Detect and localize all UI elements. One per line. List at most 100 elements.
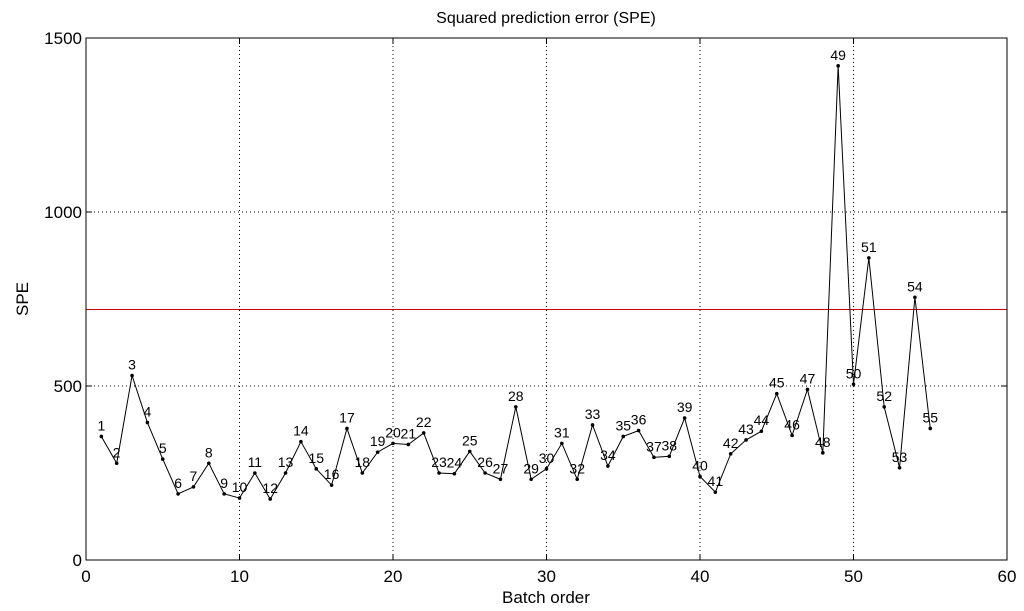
x-tick-label: 30	[537, 567, 556, 586]
point-label: 44	[754, 412, 770, 428]
data-point	[851, 382, 856, 387]
data-point	[452, 471, 457, 476]
spe-series	[99, 64, 933, 501]
point-label: 18	[355, 454, 371, 470]
y-tick-label: 1500	[44, 29, 82, 48]
data-point	[728, 452, 733, 456]
chart-title: Squared prediction error (SPE)	[436, 10, 656, 27]
data-point	[790, 433, 794, 438]
data-point	[928, 426, 933, 431]
point-label: 25	[462, 432, 478, 448]
data-point	[99, 434, 104, 439]
data-point	[191, 485, 196, 489]
point-label: 45	[769, 375, 785, 391]
y-tick-label: 0	[73, 551, 82, 570]
data-point	[268, 497, 273, 501]
point-label: 22	[416, 414, 432, 430]
x-tick-label: 40	[691, 567, 710, 586]
point-label: 28	[508, 388, 524, 404]
data-point	[590, 423, 595, 427]
data-point	[329, 483, 334, 487]
data-point	[176, 492, 180, 496]
data-point	[237, 496, 242, 500]
point-label: 55	[922, 409, 938, 425]
data-point	[867, 256, 871, 260]
point-label: 52	[876, 388, 892, 404]
point-label: 51	[861, 239, 877, 255]
data-point	[529, 477, 533, 482]
data-point	[406, 442, 411, 447]
data-point	[774, 391, 779, 396]
point-label: 40	[692, 457, 708, 473]
data-point	[467, 449, 472, 454]
point-label: 34	[600, 447, 616, 463]
data-point	[544, 467, 549, 471]
data-point	[744, 438, 748, 442]
data-point	[759, 429, 764, 434]
point-label: 4	[144, 404, 152, 420]
data-point	[345, 426, 349, 431]
x-tick-label: 60	[998, 567, 1017, 586]
point-label: 5	[159, 440, 167, 456]
x-axis-label: Batch order	[502, 588, 590, 607]
data-point	[514, 405, 518, 409]
data-point	[114, 461, 119, 466]
point-label: 3	[128, 357, 136, 373]
data-point	[897, 465, 902, 470]
data-point	[391, 441, 395, 446]
point-label: 2	[113, 444, 121, 460]
point-label: 46	[784, 416, 800, 432]
data-point	[805, 387, 810, 392]
data-point	[560, 441, 564, 446]
plot-frame	[85, 37, 1008, 561]
point-label: 35	[615, 417, 631, 433]
data-point	[360, 471, 365, 475]
point-label: 48	[815, 434, 831, 450]
data-point	[682, 416, 687, 420]
point-label: 1	[97, 417, 105, 433]
data-point	[421, 431, 426, 435]
axis-ticks: 0 10 20 30 40 50 60 0 500 1000 1500	[44, 29, 1016, 586]
data-point	[836, 64, 840, 68]
data-point	[437, 471, 441, 475]
data-point	[253, 471, 257, 475]
point-label: 29	[523, 460, 539, 476]
data-point	[483, 471, 487, 475]
data-point	[130, 373, 134, 378]
data-point	[283, 471, 288, 475]
point-label: 17	[339, 409, 355, 425]
data-point	[636, 428, 641, 433]
point-label: 33	[585, 406, 601, 422]
point-label: 30	[539, 450, 555, 466]
point-label: 54	[907, 278, 923, 294]
point-label: 39	[677, 399, 693, 415]
point-label: 53	[892, 449, 908, 465]
point-label: 11	[248, 454, 263, 470]
point-label: 8	[205, 444, 213, 460]
data-point	[375, 450, 380, 454]
point-label: 15	[308, 450, 324, 466]
point-label: 6	[174, 475, 182, 491]
x-tick-label: 0	[81, 567, 90, 586]
grid-lines	[86, 38, 1007, 560]
point-label: 36	[631, 412, 647, 428]
point-label: 37	[646, 438, 662, 454]
y-tick-label: 500	[54, 377, 82, 396]
data-point	[667, 454, 672, 459]
point-label: 9	[220, 475, 228, 491]
point-label: 38	[662, 437, 678, 453]
data-point	[913, 295, 917, 300]
point-label: 26	[477, 454, 493, 470]
point-label: 50	[846, 365, 862, 381]
point-label: 42	[723, 435, 739, 451]
data-point	[299, 439, 303, 444]
data-point	[606, 464, 610, 468]
data-point	[882, 405, 886, 409]
point-label: 16	[324, 466, 340, 482]
point-label: 43	[738, 421, 754, 437]
x-tick-label: 10	[230, 567, 249, 586]
data-point	[621, 434, 626, 439]
point-label: 21	[401, 425, 417, 441]
point-label: 23	[431, 454, 447, 470]
